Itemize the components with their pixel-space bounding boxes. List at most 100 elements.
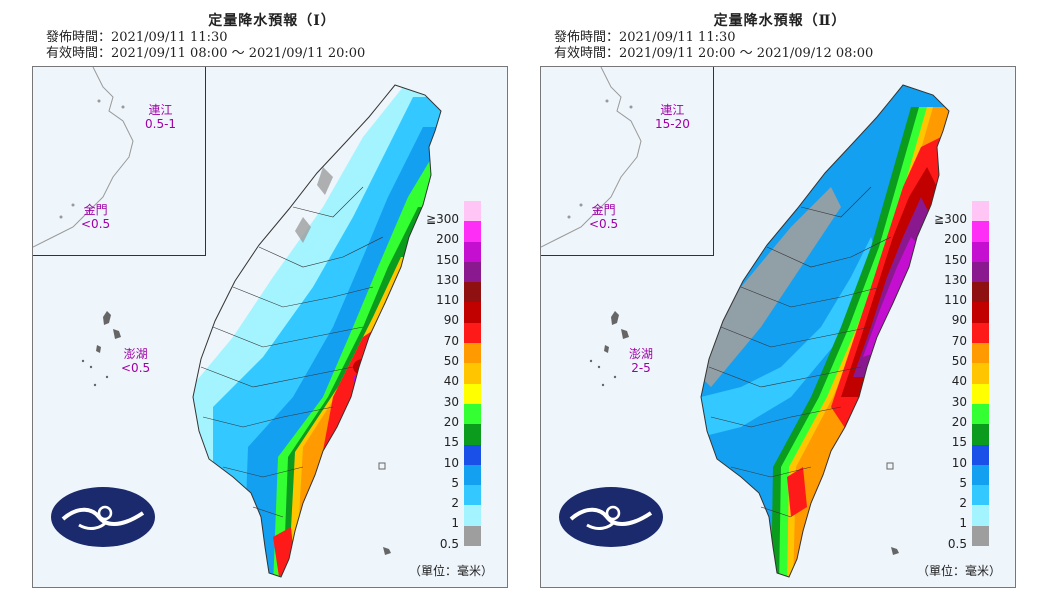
legend-label: 150 (944, 252, 967, 267)
legend-label: 30 (951, 394, 967, 409)
legend-label: 130 (436, 272, 459, 287)
matsu-label: 連江 15-20 (655, 103, 690, 131)
legend-swatch (972, 444, 989, 465)
legend-swatch (972, 241, 989, 262)
panel-title: 定量降水預報（Ⅱ） (713, 13, 847, 29)
legend-swatch (464, 363, 481, 384)
legend-label: 20 (443, 414, 459, 429)
legend-label: 2 (451, 496, 459, 511)
cwb-logo-icon (557, 485, 665, 553)
legend-label: 50 (443, 354, 459, 369)
outlying-islands-inset: 連江 15-20 金門 <0.5 (541, 67, 714, 256)
kinmen-value: <0.5 (81, 217, 111, 231)
matsu-label: 連江 0.5-1 (145, 103, 176, 131)
china-coast-outline (541, 67, 642, 248)
penghu-value: <0.5 (121, 361, 151, 375)
legend-swatch (972, 525, 989, 547)
map-frame: 連江 0.5-1 金門 <0.5 澎湖 <0.5 ≧300 200 150 130 11… (32, 66, 508, 588)
legend-swatch (464, 464, 481, 486)
legend-label: 70 (443, 333, 459, 348)
legend-swatch (972, 464, 989, 486)
legend-swatch (464, 424, 481, 445)
legend-label: ≧300 (426, 212, 459, 226)
legend-label: 5 (959, 475, 967, 490)
legend-label: 5 (451, 475, 459, 490)
unit-label: （單位：毫米） (916, 564, 1001, 578)
legend-label: 50 (951, 354, 967, 369)
penghu-label: 澎湖 <0.5 (121, 347, 150, 375)
panel-title: 定量降水預報（Ⅰ） (208, 13, 336, 29)
legend-label: 200 (944, 232, 967, 247)
legend-label: 1 (451, 516, 459, 531)
valid-time: 有效時間：2021/09/11 20:00 ～ 2021/09/12 08:00 (554, 46, 874, 61)
legend-swatch (972, 505, 989, 526)
legend-label: 2 (959, 496, 967, 511)
legend-swatch (972, 201, 989, 222)
legend-swatch (464, 282, 481, 303)
legend-swatch (972, 282, 989, 303)
legend-label: 20 (951, 414, 967, 429)
legend-swatch (972, 383, 989, 404)
cwb-logo-icon (49, 485, 157, 553)
legend-label: 150 (436, 252, 459, 267)
matsu-value: 0.5-1 (145, 117, 177, 131)
legend-label: 1 (959, 516, 967, 531)
legend-swatch (464, 485, 481, 506)
legend-swatch (972, 261, 989, 283)
legend-label: 90 (951, 313, 967, 328)
penghu-name: 澎湖 (629, 347, 654, 361)
legend-swatch (972, 363, 989, 384)
legend-label: 110 (436, 293, 459, 308)
penghu-name: 澎湖 (123, 347, 148, 361)
legend-swatch (464, 302, 481, 323)
issue-time: 發佈時間：2021/09/11 11:30 (46, 30, 228, 45)
legend-label: 200 (436, 232, 459, 247)
legend-swatch (972, 485, 989, 506)
penghu-value: 2-5 (631, 361, 651, 375)
legend-label: 130 (944, 272, 967, 287)
matsu-name: 連江 (148, 103, 173, 117)
legend-label: 30 (443, 394, 459, 409)
matsu-name: 連江 (660, 103, 685, 117)
legend-swatch (972, 424, 989, 445)
legend-swatch (464, 201, 481, 222)
taiwan-map (81, 84, 442, 578)
legend-swatch (464, 444, 481, 465)
china-coast-outline (33, 67, 134, 248)
penghu-label: 澎湖 2-5 (629, 347, 653, 375)
legend-swatch (464, 505, 481, 526)
legend-label: 40 (443, 374, 459, 389)
forecast-panel-2: 定量降水預報（Ⅱ） 發佈時間：2021/09/11 11:30 有效時間：202… (540, 0, 1020, 596)
legend-swatch (972, 403, 989, 425)
legend-swatch (464, 322, 481, 344)
kinmen-label: 金門 <0.5 (81, 203, 110, 231)
outlying-islands-inset: 連江 0.5-1 金門 <0.5 (33, 67, 206, 256)
legend-swatch (464, 221, 481, 242)
legend-swatch (464, 343, 481, 364)
kinmen-name: 金門 (591, 203, 616, 217)
unit-label: （單位：毫米） (408, 564, 493, 578)
legend-swatch (972, 302, 989, 323)
taiwan-map (589, 84, 950, 578)
legend-label: 40 (951, 374, 967, 389)
valid-time: 有效時間：2021/09/11 08:00 ～ 2021/09/11 20:00 (46, 46, 366, 61)
forecast-panel-1: 定量降水預報（Ⅰ） 發佈時間：2021/09/11 11:30 有效時間：202… (32, 0, 512, 596)
legend-label: 70 (951, 333, 967, 348)
issue-time: 發佈時間：2021/09/11 11:30 (554, 30, 736, 45)
legend-swatch (464, 525, 481, 547)
legend-label: 10 (443, 455, 459, 470)
legend-swatch (464, 383, 481, 404)
legend-label: 110 (944, 293, 967, 308)
map-frame: 連江 15-20 金門 <0.5 澎湖 2-5 ≧300 200 150 130 110… (540, 66, 1016, 588)
kinmen-value: <0.5 (589, 217, 619, 231)
legend-label: 15 (951, 435, 967, 450)
legend-swatch (464, 261, 481, 283)
legend-label: 15 (443, 435, 459, 450)
kinmen-label: 金門 <0.5 (589, 203, 618, 231)
legend-label: 10 (951, 455, 967, 470)
legend-swatch (972, 221, 989, 242)
legend-swatch (972, 322, 989, 344)
matsu-value: 15-20 (655, 117, 690, 131)
legend-label: 0.5 (947, 536, 967, 551)
legend-label: ≧300 (934, 212, 967, 226)
